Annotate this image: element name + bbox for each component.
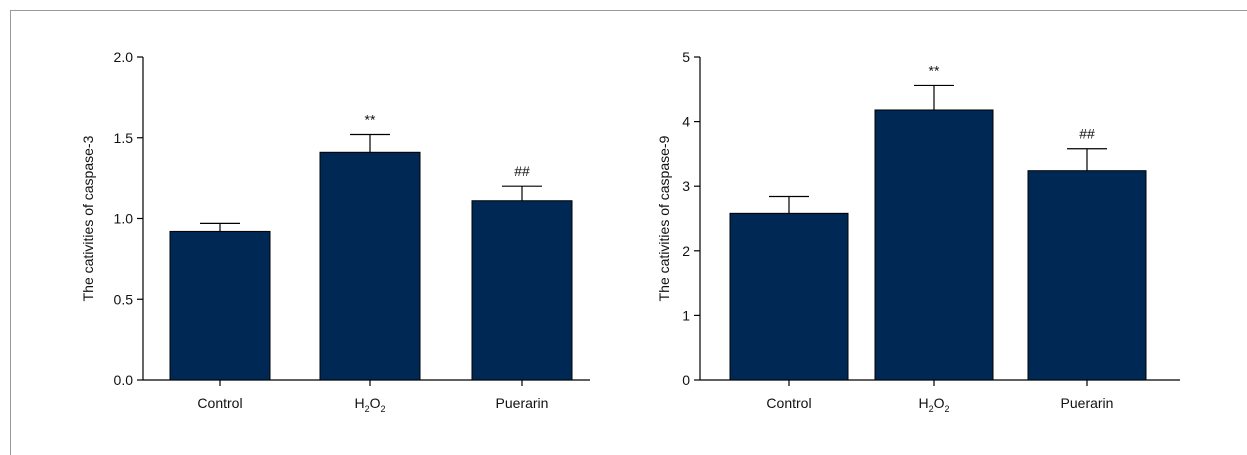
y-tick-label: 2 (682, 243, 690, 259)
bar-h2o2 (319, 151, 421, 381)
y-tick-label: 5 (682, 49, 690, 65)
y-tick-label: 2.0 (114, 49, 134, 65)
y-axis-label: The cativities of caspase-9 (656, 135, 672, 301)
x-tick-label: H2O2 (354, 395, 385, 414)
x-tick-label: H2O2 (918, 395, 949, 414)
bar-control (169, 230, 271, 381)
significance-label: ## (514, 163, 530, 179)
significance-label: ## (1079, 126, 1095, 142)
bar-h2o2 (874, 109, 994, 381)
significance-label: ** (929, 62, 940, 78)
significance-label: ** (365, 112, 376, 128)
y-tick-label: 3 (682, 178, 690, 194)
y-tick-label: 1.5 (114, 130, 134, 146)
bar-puerarin (1027, 170, 1147, 381)
y-tick-label: 0 (682, 372, 690, 388)
bar-control (729, 212, 849, 381)
x-tick-label: Puerarin (1061, 395, 1114, 411)
y-tick-label: 1 (682, 307, 690, 323)
chart-panel-1: 0.0 0.5 1.0 1.5 2.0 The cativities of caspase… (80, 49, 590, 414)
x-tick-label: Control (766, 395, 811, 411)
figure-border (10, 10, 1247, 455)
x-tick-label: Puerarin (496, 395, 549, 411)
chart-panel-2: 0 1 2 3 4 5 The cativities of caspase-9 Control… (656, 49, 1180, 414)
bar-puerarin (471, 200, 573, 381)
y-tick-label: 1.0 (114, 211, 134, 227)
y-axis-label: The cativities of caspase-3 (80, 135, 96, 301)
y-tick-label: 0.0 (114, 372, 134, 388)
y-tick-label: 4 (682, 114, 690, 130)
x-tick-label: Control (197, 395, 242, 411)
y-tick-label: 0.5 (114, 291, 134, 307)
